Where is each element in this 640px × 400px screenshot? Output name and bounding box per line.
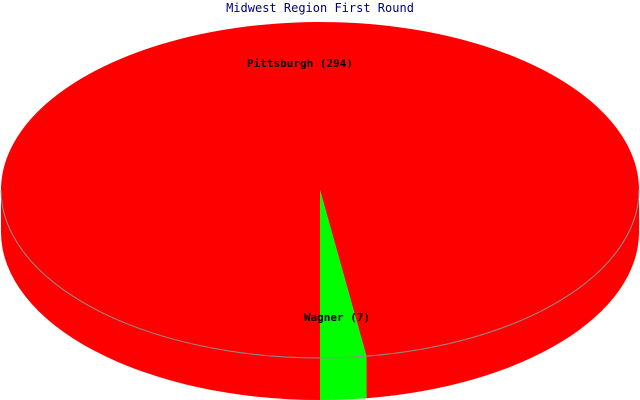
chart-title: Midwest Region First Round [226, 1, 414, 15]
pie-labels: Pittsburgh (294) Wagner (7) [247, 57, 370, 324]
pie-slice-pittsburgh [1, 22, 640, 358]
pie-side-pittsburgh [1, 190, 320, 400]
pie-slice-wagner [320, 190, 367, 358]
pie-top [0, 22, 640, 359]
pie-rim [0, 189, 640, 359]
slice-label-wagner: Wagner (7) [304, 311, 370, 324]
pie-side-pittsburgh [366, 190, 639, 399]
pie-sides [1, 190, 639, 400]
pie-side-wagner [320, 356, 367, 400]
slice-label-pittsburgh: Pittsburgh (294) [247, 57, 353, 70]
